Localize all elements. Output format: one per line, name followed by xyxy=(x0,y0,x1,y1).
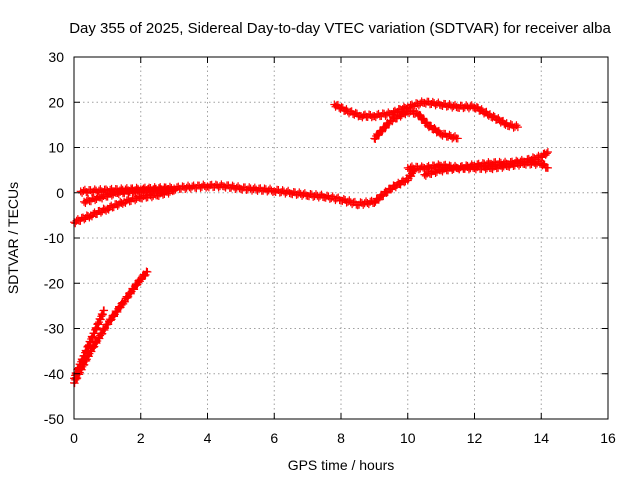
series-track-3 xyxy=(70,185,179,228)
data-point xyxy=(100,306,109,315)
axes-ticks: 0 2 4 6 8 10 12 14 16 -50 -40 -30 -20 -10 0 10 20 30 xyxy=(44,49,616,446)
y-tick-label: -40 xyxy=(44,366,64,382)
data-point xyxy=(489,111,498,120)
x-tick-label: 8 xyxy=(337,430,345,446)
x-tick-label: 14 xyxy=(533,430,549,446)
data-point xyxy=(453,134,462,143)
data-point xyxy=(543,148,552,157)
data-point xyxy=(115,303,124,312)
series-track-9 xyxy=(370,106,462,144)
data-point xyxy=(89,343,98,352)
data-point xyxy=(143,267,152,276)
data-point xyxy=(542,149,551,158)
series-track-5 xyxy=(76,166,419,210)
y-tick-label: -10 xyxy=(44,230,64,246)
x-axis-label: GPS time / hours xyxy=(288,457,395,473)
x-tick-label: 16 xyxy=(600,430,616,446)
plot-area xyxy=(70,97,552,388)
x-tick-label: 12 xyxy=(467,430,483,446)
data-point xyxy=(403,176,412,185)
data-point xyxy=(387,185,396,194)
data-point xyxy=(84,351,93,360)
data-point xyxy=(125,288,134,297)
y-tick-label: -50 xyxy=(44,411,64,427)
grid xyxy=(74,57,608,419)
x-tick-label: 6 xyxy=(270,430,278,446)
data-point xyxy=(140,271,149,280)
data-point xyxy=(430,124,439,133)
x-tick-label: 10 xyxy=(400,430,416,446)
data-point xyxy=(109,311,118,320)
data-point xyxy=(543,163,552,172)
data-point xyxy=(512,121,521,130)
series-track-1 xyxy=(70,306,109,383)
data-point xyxy=(75,370,84,379)
y-axis-label: SDTVAR / TECUs xyxy=(5,182,21,294)
data-point xyxy=(396,112,405,121)
data-point xyxy=(106,316,115,325)
series-track-2 xyxy=(70,267,152,388)
y-tick-label: 30 xyxy=(48,49,64,65)
data-point xyxy=(132,281,141,290)
y-tick-label: -20 xyxy=(44,275,64,291)
x-tick-label: 4 xyxy=(204,430,212,446)
series-track-7 xyxy=(420,157,552,180)
x-tick-label: 0 xyxy=(70,430,78,446)
chart-title: Day 355 of 2025, Sidereal Day-to-day VTE… xyxy=(69,20,611,37)
data-point xyxy=(377,127,386,136)
data-point xyxy=(82,356,91,365)
data-point xyxy=(513,123,522,132)
data-point xyxy=(80,360,89,369)
data-point xyxy=(382,188,391,197)
y-tick-label: -30 xyxy=(44,321,64,337)
data-point xyxy=(100,326,109,334)
y-tick-label: 20 xyxy=(48,94,64,110)
y-tick-label: 10 xyxy=(48,140,64,156)
data-point xyxy=(73,373,82,382)
data-point xyxy=(370,199,379,208)
y-tick-label: 0 xyxy=(56,185,64,201)
data-point xyxy=(123,293,132,302)
x-tick-label: 2 xyxy=(137,430,145,446)
data-point xyxy=(419,114,428,123)
